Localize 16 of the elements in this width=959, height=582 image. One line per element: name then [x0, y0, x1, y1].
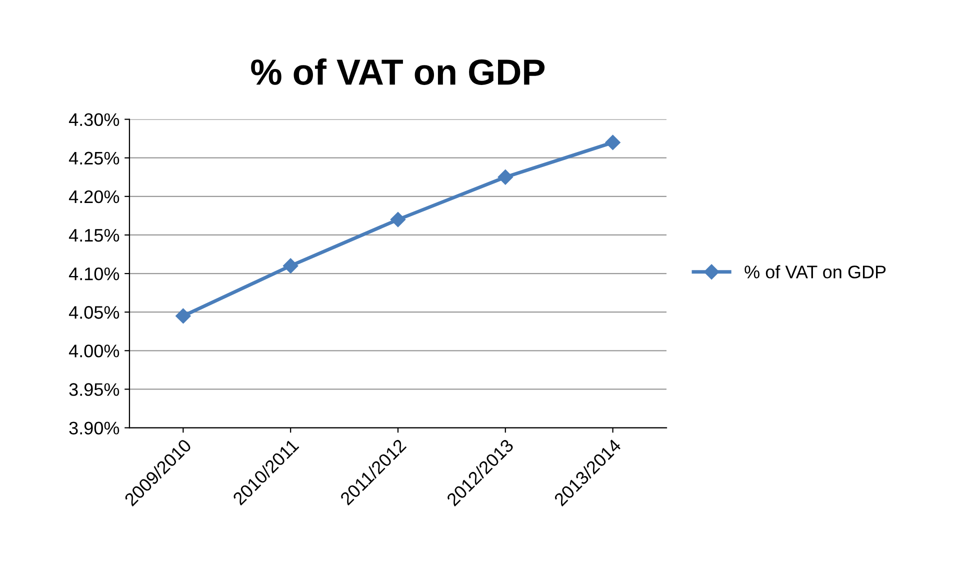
y-tick-label: 4.05%	[68, 306, 120, 319]
y-tick-label: 3.95%	[69, 383, 120, 396]
point	[390, 212, 406, 228]
y-tick-label: 3.90%	[69, 422, 120, 434]
y-tick-label: 4.30%	[68, 113, 120, 126]
point	[283, 258, 298, 274]
chart-title: % of VAT on GDP	[251, 58, 545, 85]
point	[176, 308, 191, 324]
y-tick-label: 4.10%	[68, 267, 120, 280]
y-tick-label: 4.15%	[68, 228, 120, 242]
legend-label: % of VAT on GDP	[744, 265, 886, 278]
y-tick-label: 4.20%	[68, 190, 120, 204]
y-tick-label: 4.00%	[68, 344, 120, 358]
y-tick-label: 4.25%	[68, 152, 120, 165]
point	[498, 170, 513, 185]
point	[605, 134, 620, 150]
